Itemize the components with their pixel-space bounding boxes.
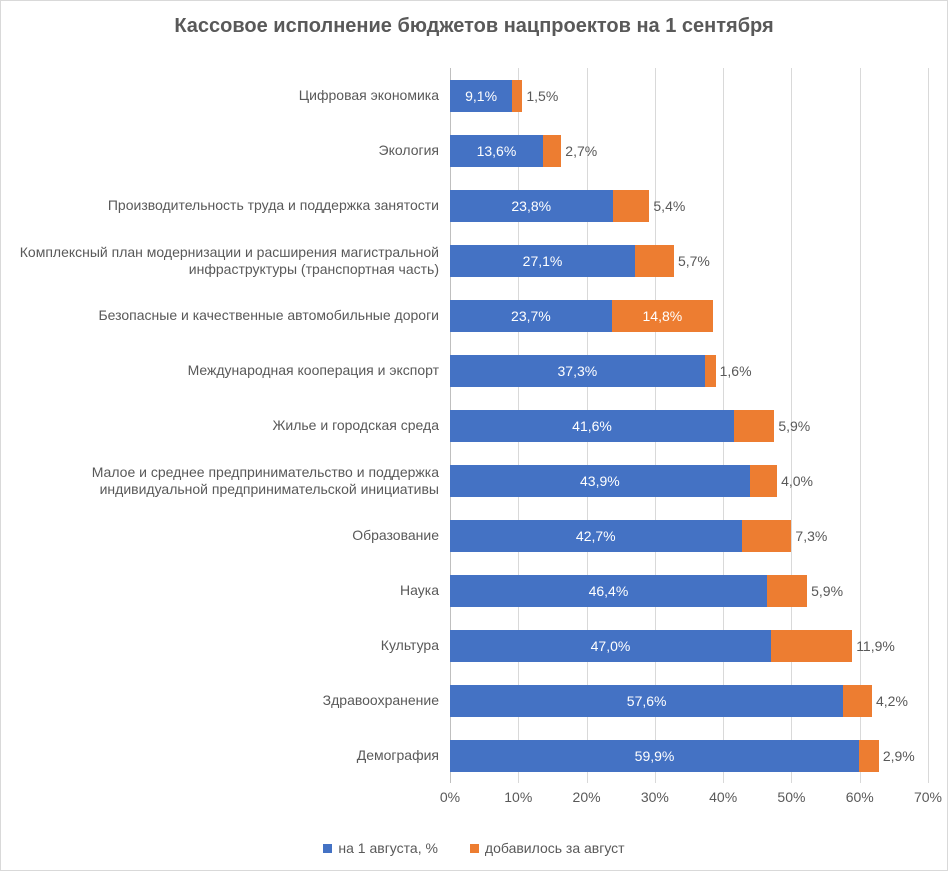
bar-s2	[705, 355, 716, 387]
x-tick-label: 30%	[641, 789, 669, 805]
x-tick-label: 60%	[846, 789, 874, 805]
y-category-label: Малое и среднее предпринимательство и по…	[11, 453, 439, 508]
bar-value-label-s1: 43,9%	[580, 473, 620, 489]
bar-value-label-s1: 23,7%	[511, 308, 551, 324]
bar-value-label-s1: 57,6%	[627, 693, 667, 709]
bar-s2	[613, 190, 650, 222]
plot-area: 9,1% 1,5% 13,6% 2,7% 23,8% 5,4% 27,1% 5,7% 23,7%…	[450, 68, 928, 783]
x-tick-label: 50%	[777, 789, 805, 805]
bar-value-label-s2: 7,3%	[795, 528, 827, 544]
bar-value-label-s2: 4,2%	[876, 693, 908, 709]
legend-item-s1: на 1 августа, %	[323, 840, 438, 856]
bar-value-label-s1: 47,0%	[591, 638, 631, 654]
bar-value-label-s2: 14,8%	[643, 308, 683, 324]
bar-value-label-s1: 46,4%	[589, 583, 629, 599]
bar-s2	[543, 135, 561, 167]
bar-value-label-s1: 13,6%	[477, 143, 517, 159]
legend: на 1 августа, % добавилось за август	[1, 840, 947, 856]
bar-s2	[859, 740, 879, 772]
legend-item-s2: добавилось за август	[470, 840, 625, 856]
bar-value-label-s2: 5,7%	[678, 253, 710, 269]
y-category-label: Международная кооперация и экспорт	[11, 343, 439, 398]
chart-title: Кассовое исполнение бюджетов нацпроектов…	[1, 15, 947, 38]
bar-value-label-s2: 2,7%	[565, 143, 597, 159]
bar-value-label-s1: 9,1%	[465, 88, 497, 104]
y-category-label: Здравоохранение	[11, 673, 439, 728]
y-category-label: Производительность труда и поддержка зан…	[11, 178, 439, 233]
bar-value-label-s2: 5,9%	[811, 583, 843, 599]
y-category-label: Наука	[11, 563, 439, 618]
bar-value-label-s2: 5,9%	[778, 418, 810, 434]
chart-card: Кассовое исполнение бюджетов нацпроектов…	[0, 0, 948, 871]
bar-value-label-s1: 41,6%	[572, 418, 612, 434]
legend-label-s1: на 1 августа, %	[338, 840, 438, 856]
bar-value-label-s2: 2,9%	[883, 748, 915, 764]
x-tick-label: 0%	[440, 789, 460, 805]
bar-value-label-s1: 27,1%	[523, 253, 563, 269]
bar-value-label-s1: 37,3%	[557, 363, 597, 379]
y-category-label: Безопасные и качественные автомобильные …	[11, 288, 439, 343]
gridline	[860, 68, 861, 783]
y-category-label: Цифровая экономика	[11, 68, 439, 123]
bar-s2	[771, 630, 852, 662]
x-tick-label: 40%	[709, 789, 737, 805]
bar-value-label-s1: 59,9%	[635, 748, 675, 764]
bar-value-label-s2: 4,0%	[781, 473, 813, 489]
gridline	[928, 68, 929, 783]
legend-swatch-s2	[470, 844, 479, 853]
bar-value-label-s2: 5,4%	[653, 198, 685, 214]
y-category-label: Комплексный план модернизации и расширен…	[11, 233, 439, 288]
y-category-label: Демография	[11, 728, 439, 783]
legend-swatch-s1	[323, 844, 332, 853]
y-category-label: Экология	[11, 123, 439, 178]
bar-s2	[750, 465, 777, 497]
bar-value-label-s2: 1,6%	[720, 363, 752, 379]
bar-s2	[512, 80, 522, 112]
bar-s2	[843, 685, 872, 717]
legend-label-s2: добавилось за август	[485, 840, 625, 856]
y-category-label: Жилье и городская среда	[11, 398, 439, 453]
y-category-label: Культура	[11, 618, 439, 673]
bar-value-label-s2: 11,9%	[856, 638, 895, 654]
bar-value-label-s1: 23,8%	[511, 198, 551, 214]
bar-s2	[734, 410, 774, 442]
bar-s2	[742, 520, 792, 552]
bar-value-label-s2: 1,5%	[526, 88, 558, 104]
x-tick-label: 20%	[573, 789, 601, 805]
bar-s2	[767, 575, 807, 607]
bar-s2	[635, 245, 674, 277]
x-tick-label: 10%	[504, 789, 532, 805]
bar-value-label-s1: 42,7%	[576, 528, 616, 544]
x-tick-label: 70%	[914, 789, 942, 805]
y-category-label: Образование	[11, 508, 439, 563]
